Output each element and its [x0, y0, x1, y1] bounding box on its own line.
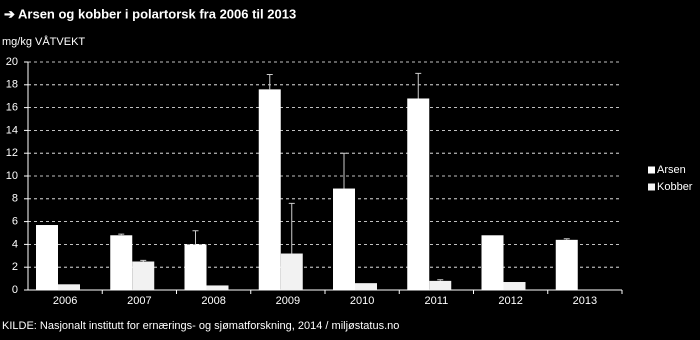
y-tick-label: 0 [12, 284, 18, 296]
x-tick-label: 2013 [573, 295, 597, 307]
y-tick-label: 16 [6, 102, 18, 114]
error-bar [192, 230, 199, 245]
error-bar [288, 202, 295, 254]
error-bar [415, 72, 422, 99]
bar [58, 284, 80, 290]
legend-swatch [648, 166, 655, 174]
x-tick-label: 2011 [425, 295, 449, 307]
y-tick-label: 8 [12, 193, 18, 205]
bar [258, 89, 281, 290]
bar [132, 261, 155, 290]
x-tick-label: 2007 [127, 295, 151, 307]
bar [429, 280, 452, 290]
error-bar [140, 259, 147, 262]
bar [355, 283, 377, 290]
legend-label: Arsen [657, 164, 686, 176]
bar [110, 235, 133, 290]
x-tick-label: 2010 [350, 295, 374, 307]
y-tick-label: 20 [6, 56, 18, 68]
x-tick-label: 2006 [53, 295, 77, 307]
y-tick-label: 14 [6, 124, 18, 136]
y-tick-label: 18 [6, 79, 18, 91]
y-tick-label: 10 [6, 170, 18, 182]
bar [184, 244, 207, 290]
bar [206, 285, 229, 290]
y-tick-label: 2 [12, 261, 18, 273]
bar [503, 282, 526, 290]
y-tick-label: 4 [12, 238, 18, 250]
y-tick-label: 6 [12, 216, 18, 228]
y-tick-label: 12 [6, 147, 18, 159]
y-axis-label: mg/kg VÅTVEKT [2, 35, 85, 48]
bar [555, 239, 578, 290]
x-tick-label: 2008 [201, 295, 225, 307]
chart-title: ➔ Arsen og kobber i polartorsk fra 2006 … [4, 6, 296, 21]
error-bar [341, 152, 347, 189]
error-bar [118, 233, 125, 236]
x-tick-label: 2009 [276, 295, 300, 307]
bar [481, 235, 504, 290]
bar [280, 253, 303, 290]
error-bar [437, 279, 444, 281]
legend-swatch [648, 183, 655, 191]
legend-label: Kobber [657, 181, 693, 193]
bar [36, 225, 58, 290]
bar [333, 188, 355, 290]
source: KILDE: Nasjonalt institutt for ernærings… [2, 320, 399, 332]
bar [407, 98, 430, 290]
error-bar [266, 74, 273, 90]
x-tick-label: 2012 [498, 295, 522, 307]
error-bar [563, 238, 570, 240]
